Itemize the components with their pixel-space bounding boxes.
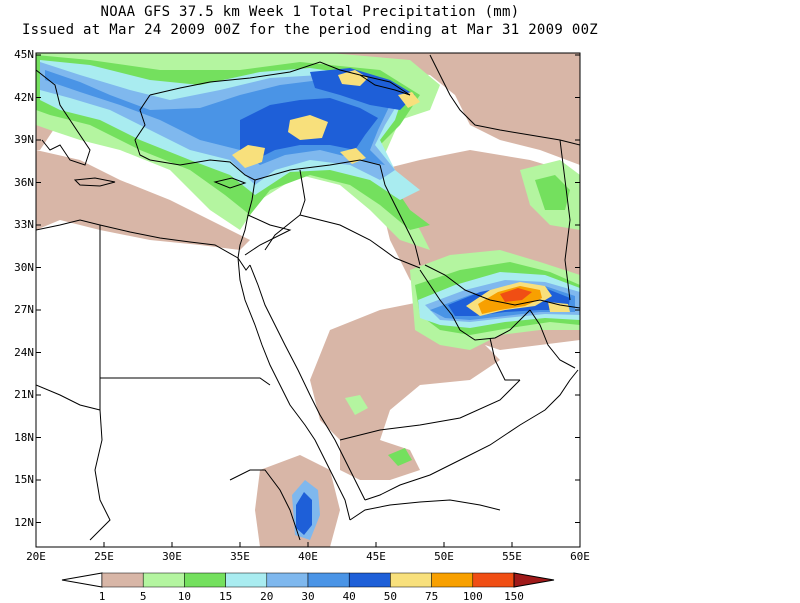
- colorbar-box: [142, 572, 185, 588]
- precip-green-east-blob: [535, 175, 570, 210]
- axis-ticks: [35, 54, 581, 547]
- precip-yellow-caucasus-1: [338, 70, 368, 86]
- border-chad-sudan: [89, 409, 111, 541]
- border-turkey-georgia: [359, 74, 411, 96]
- precip-darkblue-ethiopia: [296, 492, 312, 535]
- border-turkey-syria: [254, 159, 381, 181]
- colorbar-label: 10: [177, 590, 192, 603]
- coastline-persian-gulf-east: [424, 264, 580, 309]
- precip-yellow-gulf-east: [548, 302, 570, 312]
- longitude-label: 20E: [26, 550, 46, 563]
- longitude-label: 60E: [570, 550, 590, 563]
- longitude-label: 50E: [434, 550, 454, 563]
- precip-yellow-caucasus-2: [398, 92, 420, 108]
- coastline-caspian: [429, 54, 580, 146]
- colorbar-box: [472, 572, 515, 588]
- coastline-aqaba: [237, 257, 251, 271]
- border-iraq-saudi: [299, 214, 421, 269]
- coastline-red-sea-east: [249, 264, 366, 501]
- colorbar-max-triangle: [513, 572, 555, 588]
- border-jordan-saudi: [244, 214, 292, 256]
- precip-darkblue-caucasus: [310, 68, 415, 110]
- latitude-label: 27N: [14, 303, 34, 316]
- coastline-horn-africa: [349, 499, 501, 521]
- coastline-red-sea-west: [237, 257, 351, 521]
- coastlines-borders: [36, 54, 580, 541]
- colorbar-label: 5: [139, 590, 147, 603]
- colorbar-label: 40: [342, 590, 356, 603]
- border-chad-libya: [36, 384, 101, 411]
- colorbar-label: 150: [504, 590, 524, 603]
- map-title: NOAA GFS 37.5 km Week 1 Total Precipitat…: [100, 4, 520, 20]
- latitude-label: 18N: [14, 430, 34, 444]
- latitude-label: 15N: [14, 473, 34, 486]
- map-subtitle: Issued at Mar 24 2009 00Z for the period…: [21, 22, 599, 38]
- precip-brown-anatolia-east: [420, 55, 580, 150]
- latitude-label: 33N: [14, 218, 34, 231]
- colorbar-label: 15: [218, 590, 233, 603]
- colorbar-box: [348, 572, 391, 588]
- colorbar-box: [390, 572, 432, 588]
- border-egypt-sudan: [100, 377, 271, 386]
- colorbar-box: [184, 572, 226, 588]
- longitude-label: 35E: [230, 550, 250, 563]
- colorbar-label: 1: [98, 590, 106, 603]
- precip-brown-north: [36, 53, 580, 165]
- latitude-label: 42N: [14, 90, 34, 104]
- precip-field: [36, 53, 580, 547]
- coastline-aegean: [134, 94, 151, 161]
- coastline-crete: [73, 177, 116, 187]
- colorbar: [61, 572, 555, 588]
- border-saudi-yemen: [339, 379, 521, 441]
- colorbar-label: 75: [424, 590, 439, 603]
- precip-yellow-turkey-1: [232, 145, 265, 168]
- latitude-label: 21N: [14, 388, 34, 401]
- precip-brown-yemen: [340, 440, 420, 480]
- border-saudi-oman: [489, 337, 520, 381]
- longitude-label: 40E: [298, 550, 318, 563]
- precip-brown-med: [36, 150, 250, 250]
- latitude-label: 39N: [14, 133, 34, 146]
- colorbar-box: [431, 572, 474, 588]
- precip-red-gulf: [500, 288, 532, 302]
- longitude-label: 30E: [162, 550, 182, 563]
- longitude-label: 45E: [366, 550, 386, 563]
- coastline-levant: [237, 179, 256, 259]
- colorbar-label: 30: [301, 590, 315, 603]
- precip-green-yemen: [388, 448, 412, 466]
- coastline-greece: [36, 69, 91, 166]
- precip-lightgreen-arabia: [345, 395, 368, 415]
- longitude-label: 25E: [94, 550, 114, 563]
- latitude-label: 45N: [14, 48, 34, 61]
- border-iraq-iran: [379, 164, 421, 266]
- latitude-label: 30N: [14, 260, 34, 274]
- coastline-oman: [529, 309, 576, 369]
- colorbar-label: 50: [383, 590, 398, 603]
- latitude-label: 24N: [14, 345, 34, 359]
- coastline-arabia-south: [364, 369, 579, 501]
- coastline-cyprus: [213, 177, 247, 189]
- coastline-north-africa: [36, 219, 239, 259]
- colorbar-box: [266, 572, 309, 588]
- colorbar-label: 100: [462, 590, 483, 603]
- colorbar-label: 20: [260, 590, 274, 603]
- colorbar-box: [307, 572, 350, 588]
- longitude-label: 55E: [502, 550, 522, 563]
- latitude-label: 36N: [14, 175, 34, 189]
- precip-yellow-turkey-2: [288, 115, 328, 140]
- colorbar-box: [101, 572, 144, 588]
- border-iran-afghanistan: [559, 139, 571, 301]
- coastline-turkey-south: [149, 159, 256, 181]
- coastline-black-sea: [149, 61, 411, 96]
- colorbar-min-triangle: [61, 572, 103, 588]
- border-sudan-ethiopia: [229, 469, 301, 541]
- colorbar-box: [225, 572, 268, 588]
- latitude-label: 12N: [14, 515, 34, 529]
- coastline-persian-gulf-west: [419, 269, 531, 341]
